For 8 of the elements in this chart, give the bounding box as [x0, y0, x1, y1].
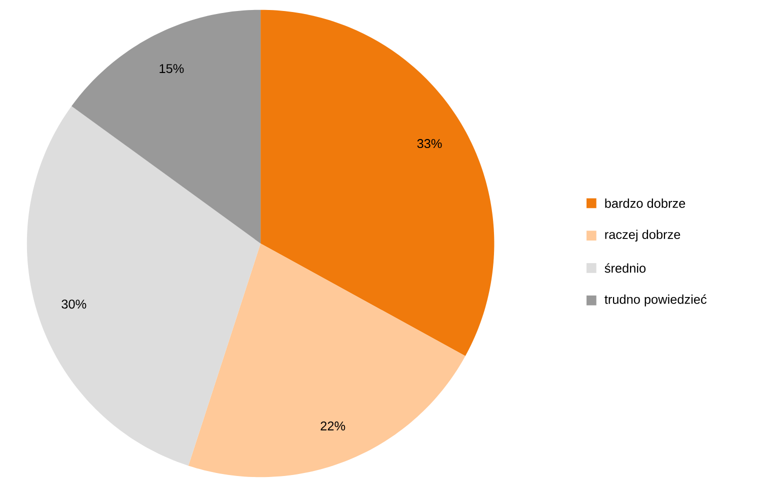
data-label: 33% — [417, 139, 442, 148]
legend-label: średnio — [604, 263, 646, 273]
legend-label: trudno powiedzieć — [604, 294, 707, 306]
legend-label: raczej dobrze — [605, 230, 680, 242]
data-label: 22% — [320, 421, 346, 430]
legend-label: bardzo dobrze — [605, 198, 686, 208]
data-label: 15% — [160, 64, 184, 74]
data-label: 30% — [62, 300, 86, 309]
